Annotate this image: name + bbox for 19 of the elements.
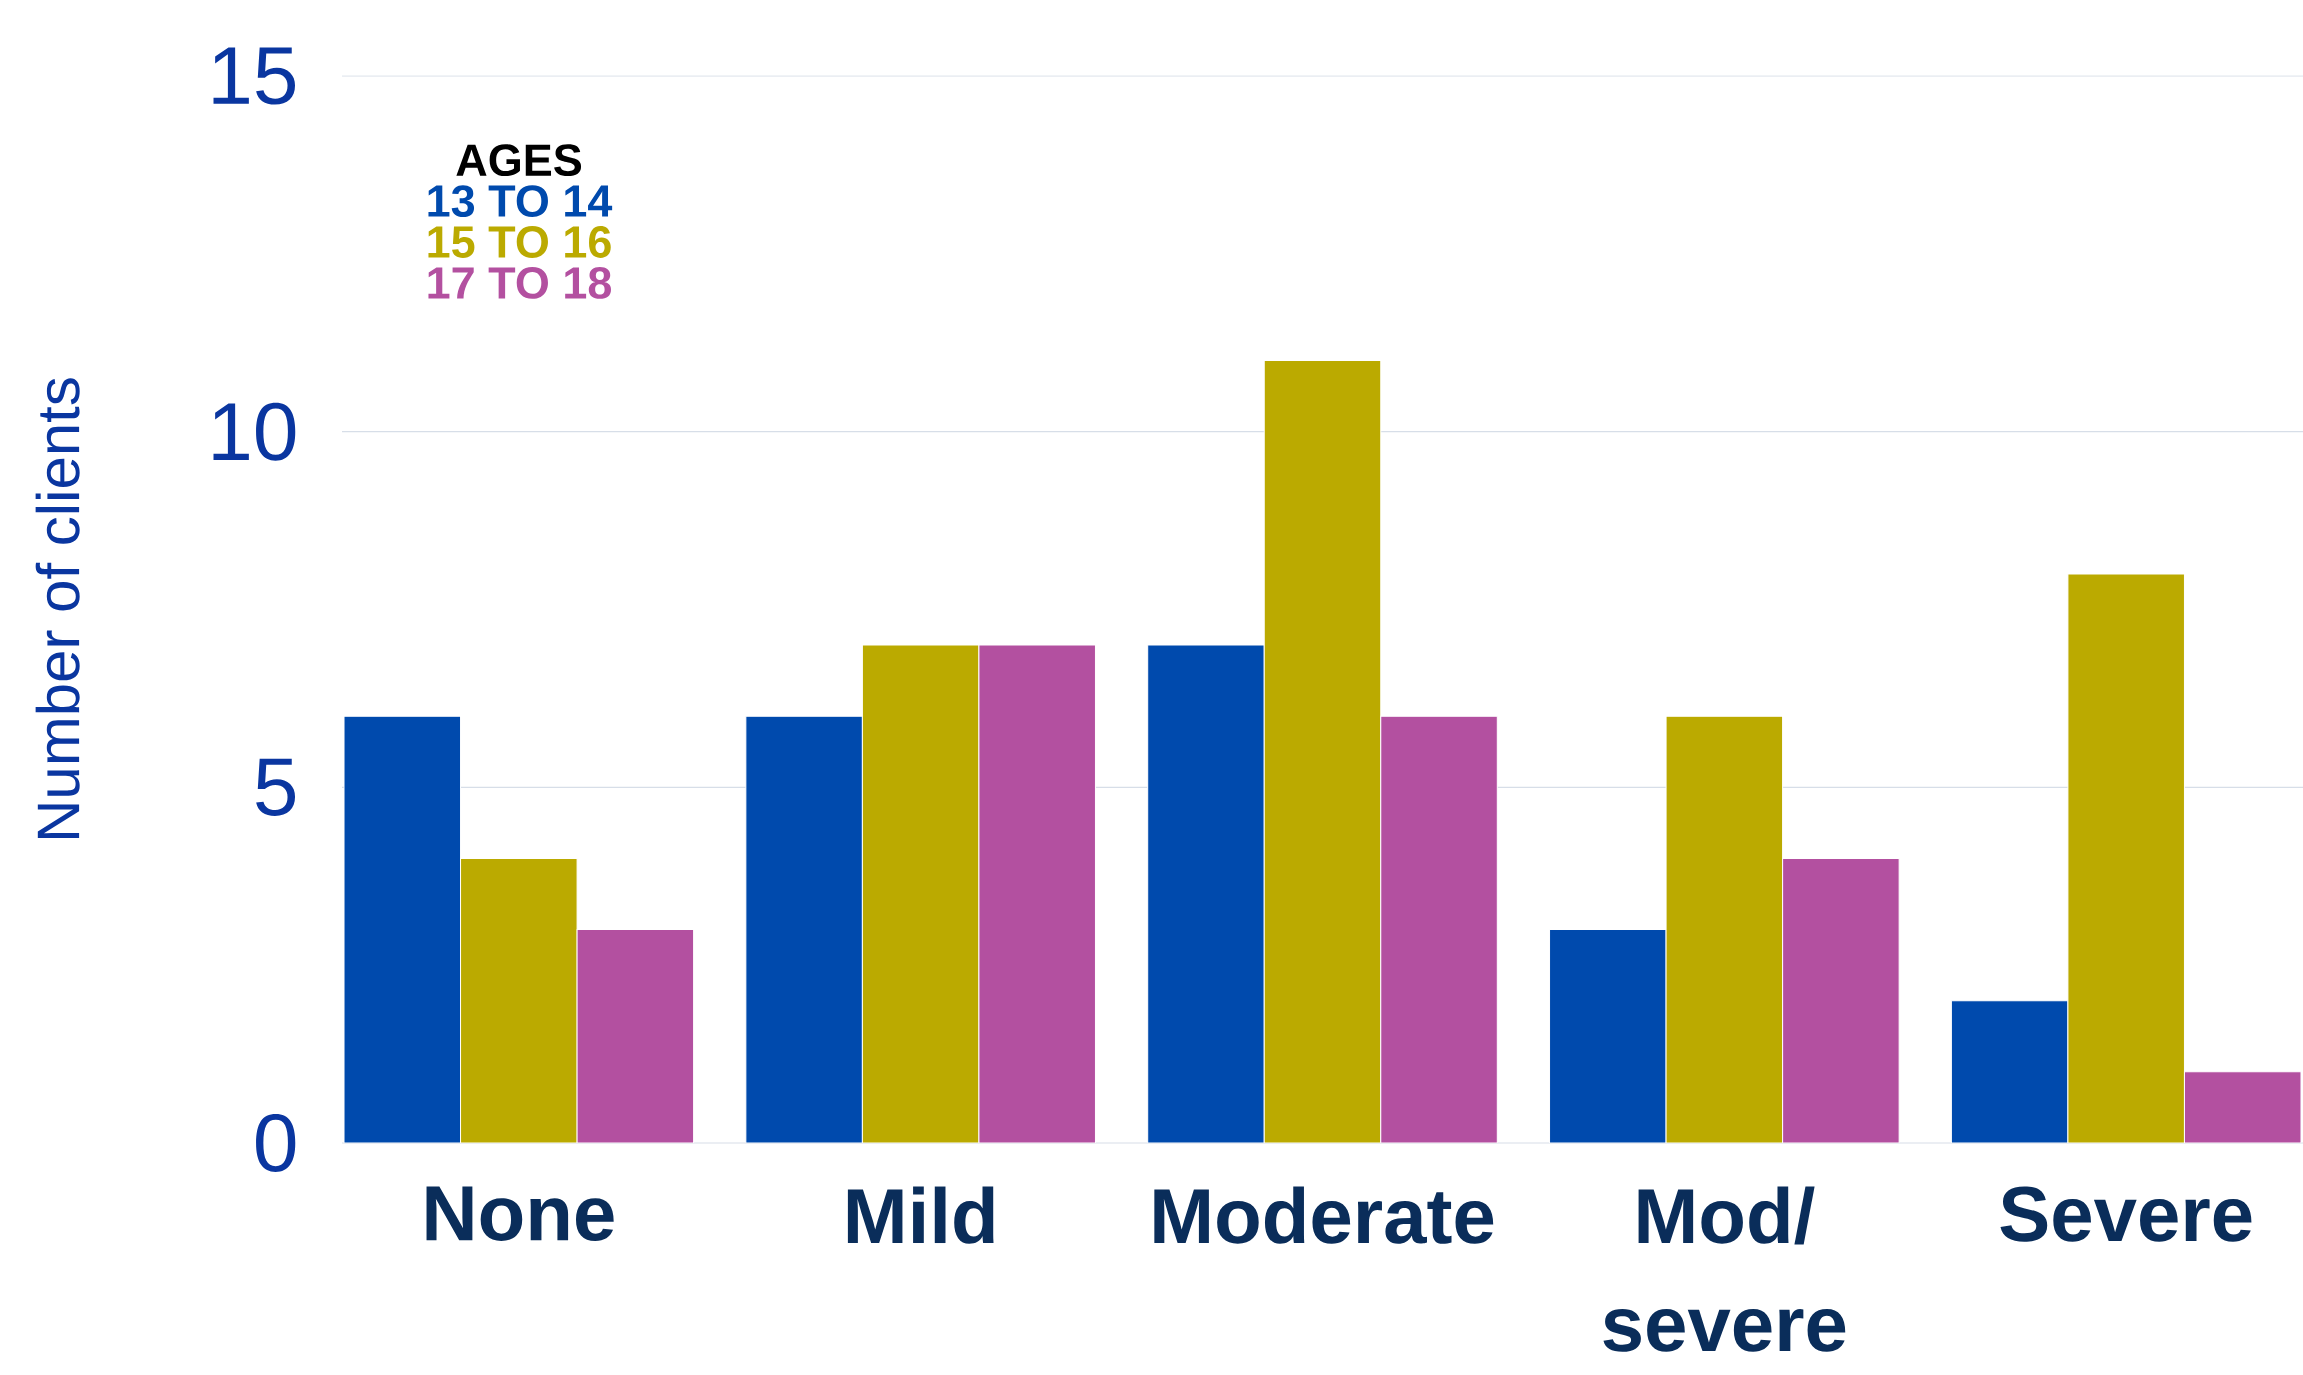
legend-title: AGES xyxy=(456,144,582,177)
bar xyxy=(861,644,980,1143)
y-tick-label: 0 xyxy=(256,1113,296,1173)
x-tick-label: None xyxy=(426,1186,614,1241)
text: 17 TO 18 xyxy=(428,266,611,299)
y-tick-label: 5 xyxy=(256,758,296,816)
y-axis-title: Number of clients xyxy=(35,378,80,838)
bar xyxy=(460,857,578,1143)
y-tick-label: 15 xyxy=(213,47,296,105)
bar xyxy=(1665,715,1784,1143)
x-tick-label: Moderate xyxy=(1154,1186,1494,1244)
x-tick-label: Mod/ severe xyxy=(1603,1186,1846,1352)
y-tick-label: 10 xyxy=(213,402,296,461)
bar xyxy=(1263,360,1382,1143)
x-tick-label: Severe xyxy=(2000,1186,2252,1242)
x-tick-label: Mild xyxy=(847,1186,994,1244)
text: 15 TO 16 xyxy=(428,226,611,258)
bar xyxy=(2067,573,2185,1143)
text: 13 TO 14 xyxy=(428,185,613,218)
